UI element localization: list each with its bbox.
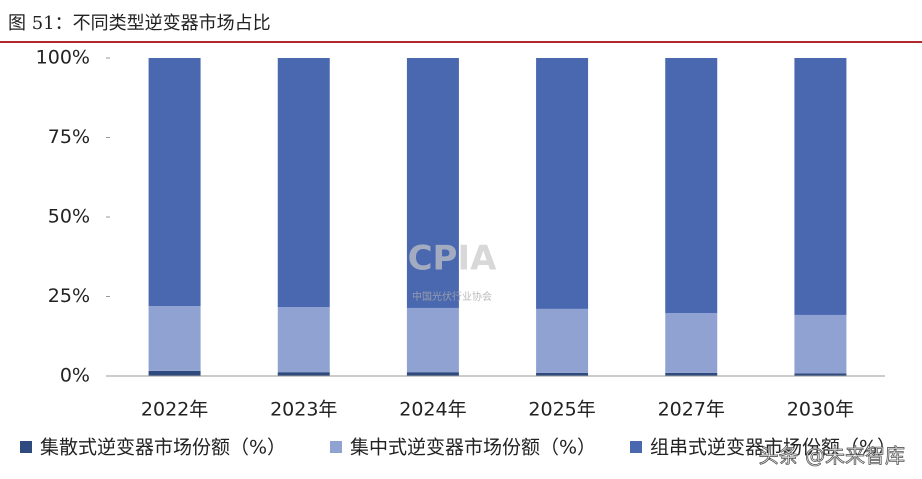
y-tick-label: 75% (48, 126, 90, 148)
x-tick-label: 2023年 (270, 399, 337, 421)
chart-title: 图 51：不同类型逆变器市场占比 (8, 13, 271, 34)
bar-segment (148, 306, 201, 371)
bar-segment (277, 306, 330, 373)
legend-label: 集散式逆变器市场份额（%） (40, 437, 286, 459)
bar-segment (536, 58, 589, 309)
watermark: CPIA (408, 239, 498, 279)
legend-label: 集中式逆变器市场份额（%） (350, 437, 596, 459)
x-tick-label: 2025年 (528, 399, 595, 421)
legend-swatch (330, 441, 342, 453)
bar-segment (536, 372, 589, 376)
bar-segment (277, 58, 330, 307)
x-tick-label: 2022年 (141, 399, 208, 421)
bar-segment (794, 58, 847, 315)
bar-segment (148, 58, 201, 307)
bar-segment (794, 314, 847, 374)
watermark: 中国光伏行业协会 (412, 290, 492, 303)
bar-segment (277, 372, 330, 376)
watermark: 头条 @未来智库 (759, 444, 905, 468)
legend-swatch (20, 441, 32, 453)
bar-segment (406, 307, 459, 373)
x-tick-label: 2027年 (658, 399, 725, 421)
bar-segment (794, 373, 847, 376)
bar-segment (665, 58, 718, 314)
y-tick-label: 100% (36, 47, 90, 69)
bar-segment (148, 370, 201, 376)
x-tick-label: 2024年 (399, 399, 466, 421)
bar-segment (536, 308, 589, 373)
bar-segment (665, 313, 718, 373)
legend-swatch (630, 441, 642, 453)
bar-segment (665, 372, 718, 376)
bar-segment (406, 58, 459, 308)
legend-label: 组串式逆变器市场份额（%） (650, 437, 896, 459)
bar-segment (406, 372, 459, 376)
y-tick-label: 50% (48, 206, 90, 228)
y-tick-label: 25% (48, 285, 90, 307)
y-tick-label: 0% (60, 365, 90, 387)
x-tick-label: 2030年 (787, 399, 854, 421)
